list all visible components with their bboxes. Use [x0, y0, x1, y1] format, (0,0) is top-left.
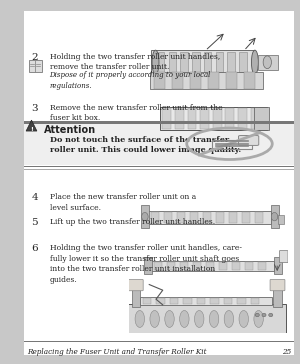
FancyBboxPatch shape: [24, 11, 294, 355]
Text: !: !: [30, 127, 33, 132]
Bar: [24, 122, 294, 165]
Text: 2: 2: [32, 53, 38, 62]
Text: 25: 25: [282, 348, 291, 356]
Text: Lift up the two transfer roller unit handles.: Lift up the two transfer roller unit han…: [50, 218, 214, 226]
Bar: [24, 166, 294, 167]
Text: Replacing the Fuser Unit and Transfer Roller Kit: Replacing the Fuser Unit and Transfer Ro…: [27, 348, 206, 356]
Bar: [24, 169, 294, 170]
Text: 6: 6: [32, 244, 38, 253]
Text: Remove the new transfer roller unit from the
fuser kit box.: Remove the new transfer roller unit from…: [50, 104, 222, 122]
Text: Attention: Attention: [44, 125, 96, 135]
Text: Place the new transfer roller unit on a
level surface.: Place the new transfer roller unit on a …: [50, 193, 196, 211]
Text: 3: 3: [32, 104, 38, 113]
Text: Holding the two transfer roller unit handles,
remove the transfer roller unit.: Holding the two transfer roller unit han…: [50, 53, 220, 71]
Text: 5: 5: [32, 218, 38, 228]
Bar: [24, 121, 294, 124]
Text: Dispose of it properly according to your local
regulations.: Dispose of it properly according to your…: [50, 71, 211, 90]
Text: Do not touch the surface of the transfer
roller unit. This could lower image qua: Do not touch the surface of the transfer…: [50, 136, 241, 154]
Text: Holding the two transfer roller unit handles, care-
fully lower it so the transf: Holding the two transfer roller unit han…: [50, 244, 242, 284]
Text: 4: 4: [32, 193, 38, 202]
Polygon shape: [26, 120, 37, 131]
Bar: [24, 341, 294, 342]
